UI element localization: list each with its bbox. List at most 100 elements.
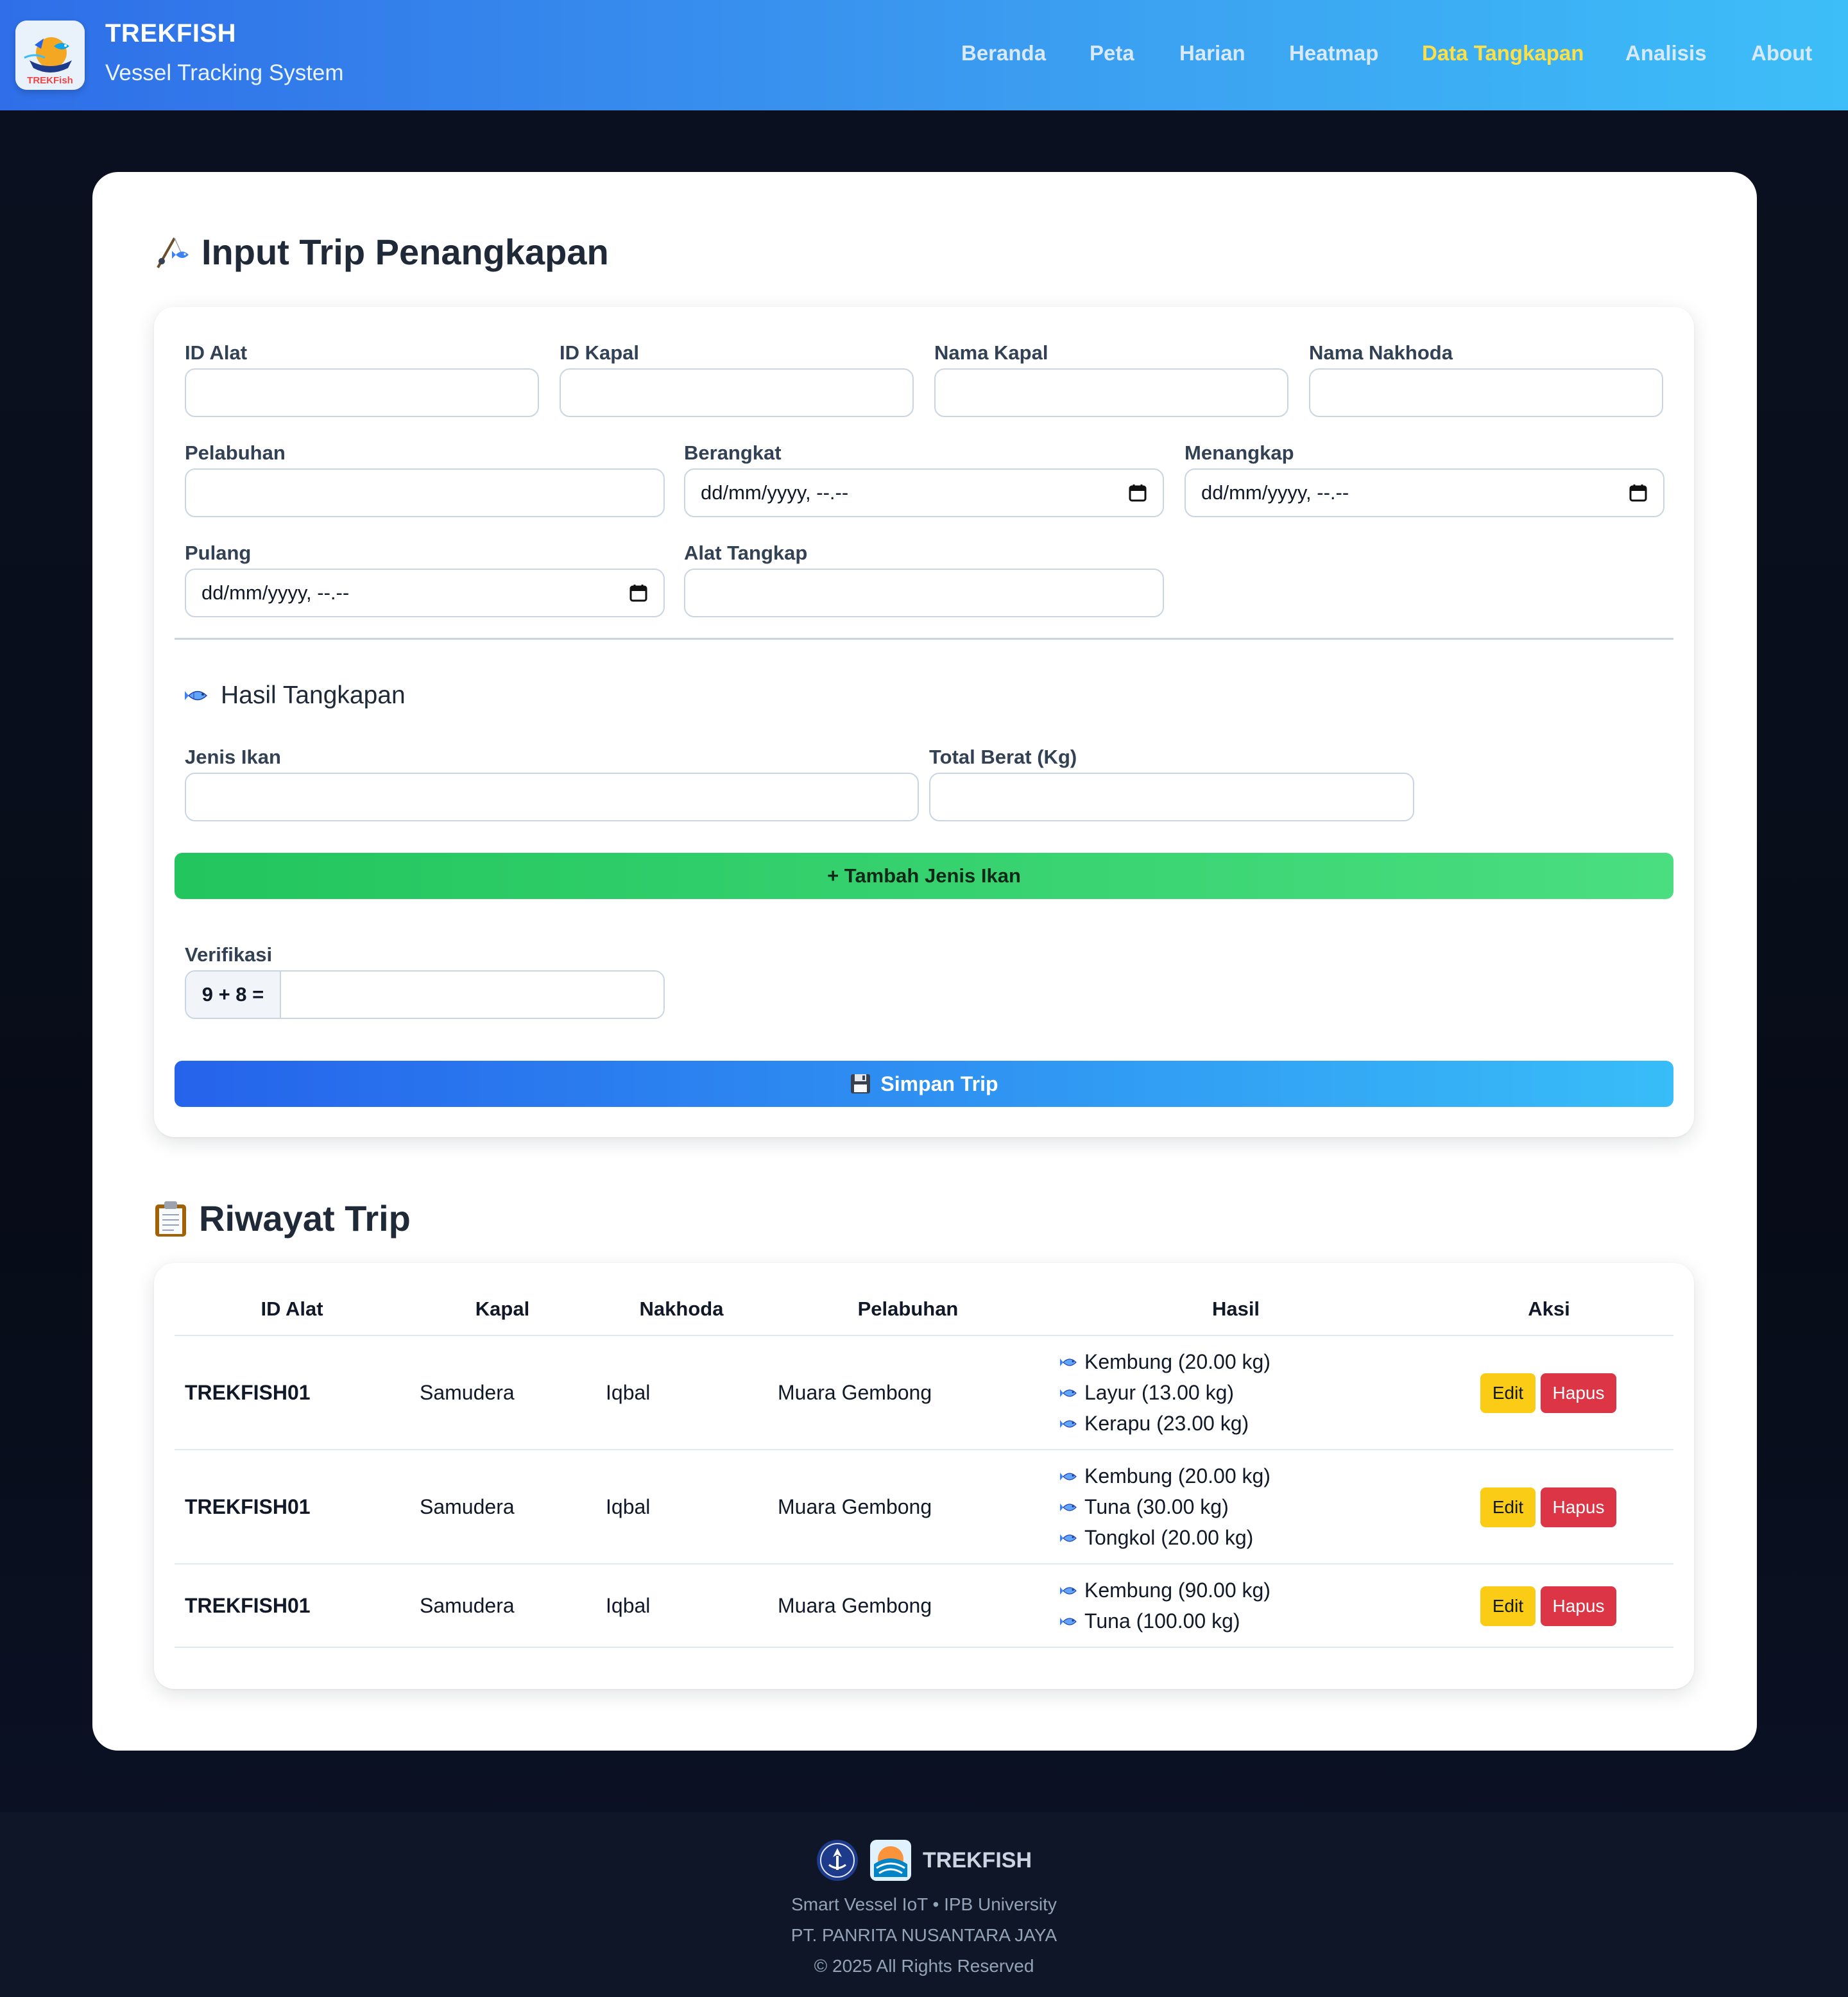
cell-id-alat: TREKFISH01 bbox=[185, 1495, 311, 1518]
cell-nakhoda: Iqbal bbox=[606, 1381, 651, 1404]
cell-kapal: Samudera bbox=[420, 1495, 515, 1518]
nama-nakhoda-label: Nama Nakhoda bbox=[1309, 341, 1453, 364]
total-berat-input[interactable] bbox=[929, 773, 1414, 821]
catch-item-text: Tuna (30.00 kg) bbox=[1084, 1495, 1229, 1518]
column-header-aksi: Aksi bbox=[1528, 1298, 1570, 1320]
trekfish-logo[interactable]: TREKFish bbox=[15, 21, 85, 90]
nav-analisis[interactable]: Analisis bbox=[1625, 41, 1707, 65]
id-kapal-label: ID Kapal bbox=[560, 341, 640, 364]
catch-item: Tongkol (20.00 kg) bbox=[1060, 1526, 1253, 1550]
form-title-text: Input Trip Penangkapan bbox=[201, 232, 609, 272]
cell-id-alat: TREKFISH01 bbox=[185, 1381, 311, 1404]
ipb-university-logo bbox=[817, 1840, 858, 1881]
column-header-id-alat: ID Alat bbox=[261, 1298, 323, 1320]
jenis-ikan-input[interactable] bbox=[185, 773, 919, 821]
fish-icon bbox=[1060, 1358, 1077, 1366]
edit-button[interactable]: Edit bbox=[1480, 1487, 1536, 1527]
catch-item: Kerapu (23.00 kg) bbox=[1060, 1412, 1249, 1436]
column-header-pelabuhan: Pelabuhan bbox=[857, 1298, 959, 1320]
id-kapal-input[interactable] bbox=[560, 368, 914, 417]
menangkap-datetime-input[interactable]: dd/mm/yyyy, --.-- bbox=[1185, 468, 1664, 517]
total-berat-label: Total Berat (Kg) bbox=[929, 746, 1077, 768]
edit-button[interactable]: Edit bbox=[1480, 1373, 1536, 1413]
pelabuhan-input[interactable] bbox=[185, 468, 665, 517]
svg-text:TREKFish: TREKFish bbox=[27, 75, 73, 86]
catch-item: Kembung (90.00 kg) bbox=[1060, 1579, 1270, 1602]
alat-tangkap-label: Alat Tangkap bbox=[684, 542, 808, 564]
cell-pelabuhan: Muara Gembong bbox=[778, 1381, 932, 1404]
hasil-tangkapan-text: Hasil Tangkapan bbox=[221, 681, 406, 709]
berangkat-placeholder: dd/mm/yyyy, --.-- bbox=[701, 481, 849, 504]
hasil-tangkapan-title: Hasil Tangkapan bbox=[185, 681, 406, 710]
nama-kapal-input[interactable] bbox=[934, 368, 1288, 417]
id-alat-label: ID Alat bbox=[185, 341, 248, 364]
nav-heatmap[interactable]: Heatmap bbox=[1289, 41, 1379, 65]
fishing-pole-icon bbox=[157, 237, 189, 268]
captcha-group: 9 + 8 = bbox=[185, 970, 665, 1019]
nav-beranda[interactable]: Beranda bbox=[961, 41, 1047, 65]
add-fish-type-button[interactable]: + Tambah Jenis Ikan bbox=[175, 853, 1673, 899]
row-divider bbox=[175, 1647, 1673, 1648]
fish-icon bbox=[1060, 1419, 1077, 1428]
form-divider bbox=[175, 638, 1673, 640]
delete-button[interactable]: Hapus bbox=[1541, 1373, 1616, 1413]
column-header-nakhoda: Nakhoda bbox=[639, 1298, 724, 1320]
footer-brand-name: TREKFISH bbox=[923, 1847, 1032, 1873]
pulang-datetime-input[interactable]: dd/mm/yyyy, --.-- bbox=[185, 569, 665, 617]
berangkat-label: Berangkat bbox=[684, 441, 782, 464]
delete-button[interactable]: Hapus bbox=[1541, 1586, 1616, 1626]
form-title: Input Trip Penangkapan bbox=[153, 231, 609, 273]
jenis-ikan-label: Jenis Ikan bbox=[185, 746, 281, 768]
brand-title: TREKFISH bbox=[105, 19, 236, 47]
alat-tangkap-input[interactable] bbox=[684, 569, 1164, 617]
catch-item: Tuna (30.00 kg) bbox=[1060, 1495, 1229, 1519]
id-alat-input[interactable] bbox=[185, 368, 539, 417]
cell-kapal: Samudera bbox=[420, 1381, 515, 1404]
catch-item-text: Tongkol (20.00 kg) bbox=[1084, 1526, 1254, 1549]
cell-kapal: Samudera bbox=[420, 1594, 515, 1617]
cell-id-alat: TREKFISH01 bbox=[185, 1594, 311, 1617]
calendar-icon[interactable] bbox=[1629, 483, 1648, 502]
logo-image: TREKFish bbox=[15, 21, 85, 90]
catch-item-text: Tuna (100.00 kg) bbox=[1084, 1609, 1240, 1633]
calendar-icon[interactable] bbox=[629, 583, 648, 603]
cell-nakhoda: Iqbal bbox=[606, 1495, 651, 1518]
top-navbar: TREKFish TREKFISH Vessel Tracking System… bbox=[0, 0, 1848, 110]
pelabuhan-label: Pelabuhan bbox=[185, 441, 286, 464]
captcha-answer-input[interactable] bbox=[281, 972, 663, 1018]
catch-item-text: Kembung (90.00 kg) bbox=[1084, 1579, 1270, 1602]
cell-pelabuhan: Muara Gembong bbox=[778, 1495, 932, 1518]
calendar-icon[interactable] bbox=[1128, 483, 1147, 502]
row-divider bbox=[175, 1449, 1673, 1450]
clipboard-icon bbox=[155, 1201, 186, 1237]
berangkat-datetime-input[interactable]: dd/mm/yyyy, --.-- bbox=[684, 468, 1164, 517]
fish-icon bbox=[1060, 1586, 1077, 1595]
catch-item: Layur (13.00 kg) bbox=[1060, 1381, 1234, 1405]
brand-subtitle: Vessel Tracking System bbox=[105, 60, 344, 85]
edit-button[interactable]: Edit bbox=[1480, 1586, 1536, 1626]
column-header-hasil: Hasil bbox=[1211, 1298, 1260, 1320]
table-header-divider bbox=[175, 1335, 1673, 1336]
delete-button[interactable]: Hapus bbox=[1541, 1487, 1616, 1527]
fish-icon bbox=[1060, 1534, 1077, 1542]
save-trip-label: Simpan Trip bbox=[880, 1072, 998, 1095]
nav-about[interactable]: About bbox=[1751, 41, 1813, 65]
nav-data-tangkapan[interactable]: Data Tangkapan bbox=[1422, 41, 1584, 65]
catch-item: Kembung (20.00 kg) bbox=[1060, 1464, 1270, 1488]
save-trip-button[interactable]: Simpan Trip bbox=[175, 1061, 1673, 1107]
cell-pelabuhan: Muara Gembong bbox=[778, 1594, 932, 1617]
fish-icon bbox=[1060, 1472, 1077, 1480]
menangkap-placeholder: dd/mm/yyyy, --.-- bbox=[1201, 481, 1349, 504]
footer-copyright: © 2025 All Rights Reserved bbox=[814, 1956, 1034, 1976]
catch-item-text: Kembung (20.00 kg) bbox=[1084, 1350, 1270, 1373]
verification-label: Verifikasi bbox=[185, 943, 273, 966]
floppy-disk-icon bbox=[851, 1074, 871, 1093]
fish-icon bbox=[1060, 1503, 1077, 1511]
nav-peta[interactable]: Peta bbox=[1090, 41, 1134, 65]
nama-nakhoda-input[interactable] bbox=[1309, 368, 1663, 417]
fish-icon bbox=[1060, 1389, 1077, 1397]
catch-item-text: Kerapu (23.00 kg) bbox=[1084, 1412, 1249, 1435]
nav-harian[interactable]: Harian bbox=[1179, 41, 1245, 65]
captcha-question: 9 + 8 = bbox=[186, 972, 281, 1018]
catch-item: Tuna (100.00 kg) bbox=[1060, 1609, 1240, 1633]
